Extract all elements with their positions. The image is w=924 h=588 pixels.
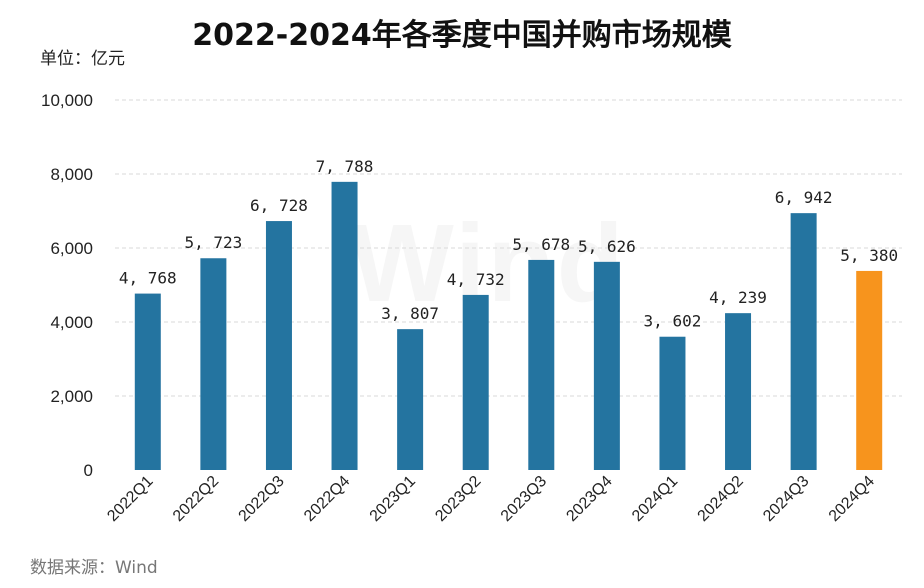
y-tick-label: 4,000 <box>50 313 93 332</box>
bar <box>528 259 555 470</box>
bar <box>659 336 686 470</box>
data-label: 5, 678 <box>512 235 570 254</box>
x-tick-label: 2023Q2 <box>432 473 484 525</box>
y-tick-label: 2,000 <box>50 387 93 406</box>
y-tick-label: 8,000 <box>50 165 93 184</box>
data-label: 4, 732 <box>447 270 505 289</box>
chart-title: 2022-2024年各季度中国并购市场规模 <box>192 18 732 53</box>
data-label: 5, 626 <box>578 237 636 256</box>
bar <box>725 313 752 470</box>
data-label: 6, 728 <box>250 196 308 215</box>
bar <box>593 261 620 470</box>
bar <box>397 329 424 470</box>
bar <box>331 181 358 470</box>
data-labels: 4, 768 5, 723 6, 728 7, 788 3, 807 4, 732 5, 6… <box>119 157 898 331</box>
x-tick-label: 2023Q1 <box>367 473 419 525</box>
data-label: 4, 239 <box>709 288 767 307</box>
bar <box>462 294 489 470</box>
data-label: 5, 723 <box>184 233 242 252</box>
y-tick-label: 0 <box>84 461 93 480</box>
x-tick-label: 2023Q3 <box>498 473 550 525</box>
data-label: 5, 380 <box>840 246 898 265</box>
y-tick-label: 6,000 <box>50 239 93 258</box>
bar <box>200 258 227 470</box>
x-tick-label: 2024Q3 <box>760 473 812 525</box>
y-tick-label: 10,000 <box>41 91 93 110</box>
x-tick-label: 2023Q4 <box>563 473 615 525</box>
bars <box>134 181 883 470</box>
x-axis-ticks: 2022Q1 2022Q2 2022Q3 2022Q4 2023Q1 2023Q2 2023… <box>104 473 878 525</box>
x-tick-label: 2024Q2 <box>695 473 747 525</box>
source-label: 数据来源：Wind <box>30 558 158 578</box>
x-tick-label: 2022Q2 <box>170 473 222 525</box>
x-tick-label: 2022Q4 <box>301 473 353 525</box>
bar <box>134 293 161 470</box>
bar <box>856 270 883 470</box>
data-label: 3, 807 <box>381 304 439 323</box>
bar <box>790 213 817 470</box>
bar <box>265 221 292 470</box>
data-label: 4, 768 <box>119 269 177 288</box>
data-label: 3, 602 <box>644 312 702 331</box>
data-label: 6, 942 <box>775 188 833 207</box>
unit-label: 单位：亿元 <box>40 49 125 69</box>
y-axis-ticks: 0 2,000 4,000 6,000 8,000 10,000 <box>41 91 93 480</box>
x-tick-label: 2022Q1 <box>104 473 156 525</box>
x-tick-label: 2022Q3 <box>236 473 288 525</box>
grid-lines <box>115 99 902 397</box>
x-tick-label: 2024Q4 <box>826 473 878 525</box>
x-tick-label: 2024Q1 <box>629 473 681 525</box>
data-label: 7, 788 <box>316 157 374 176</box>
